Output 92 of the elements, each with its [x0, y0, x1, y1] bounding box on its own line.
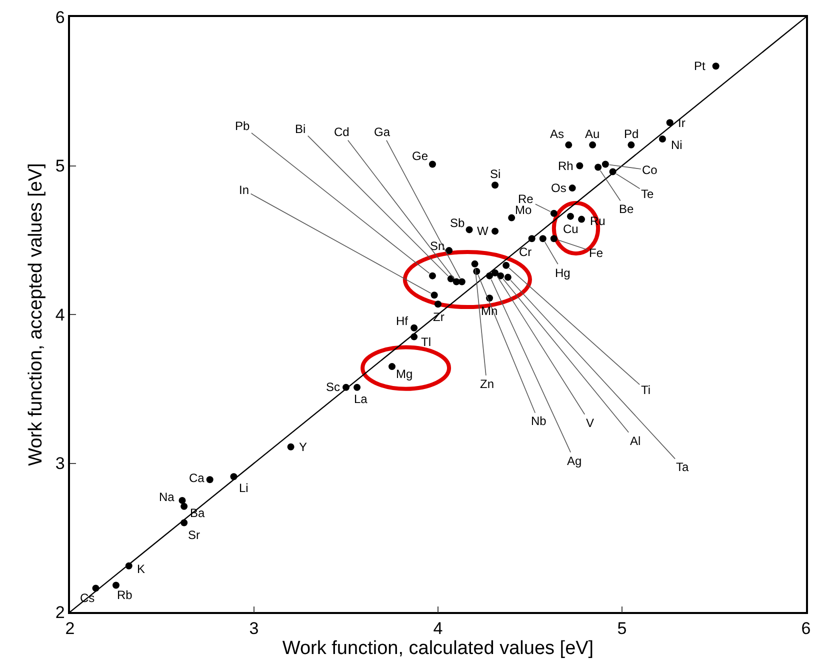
annotation: Ca — [189, 471, 205, 485]
point — [178, 496, 186, 504]
annotation: Si — [490, 167, 501, 181]
point — [492, 182, 499, 189]
x-axis-title: Work function, calculated values [eV] — [282, 638, 594, 660]
point — [666, 119, 674, 126]
annotation: Sc — [326, 380, 340, 394]
point — [602, 160, 609, 168]
annotation: Na — [159, 490, 175, 504]
point — [428, 160, 436, 168]
y-tick-label: 6 — [55, 8, 65, 27]
point — [410, 324, 418, 332]
point — [576, 162, 584, 170]
point — [180, 502, 188, 510]
annotation: Pb — [235, 119, 250, 133]
annotation: Ti — [641, 383, 651, 397]
annotation: Al — [630, 434, 641, 448]
annotation: Ag — [567, 454, 582, 468]
point — [428, 272, 436, 280]
annotation: Zn — [480, 377, 494, 391]
x-tick-label: 5 — [617, 619, 627, 638]
y-tick-label: 5 — [55, 156, 65, 176]
point — [502, 262, 510, 269]
point — [434, 300, 442, 308]
annotation: Ga — [374, 125, 390, 139]
point — [539, 235, 546, 242]
point — [446, 247, 453, 254]
annotation: Tl — [421, 335, 431, 349]
point — [566, 212, 574, 220]
point — [458, 278, 466, 286]
point — [565, 141, 572, 148]
annotation: Os — [551, 181, 566, 195]
annotation: Ge — [412, 149, 428, 163]
x-tick-label: 6 — [801, 619, 811, 638]
annotation: Cd — [334, 125, 350, 139]
point — [568, 184, 576, 192]
annotation: Sr — [188, 528, 200, 542]
annotation: Nb — [531, 414, 547, 428]
x-tick-label: 3 — [249, 619, 259, 638]
annotation: Be — [619, 202, 634, 216]
annotation: Re — [518, 192, 534, 206]
y-axis-title: Work function, accepted values [eV] — [26, 163, 47, 466]
annotation: Cu — [563, 222, 578, 236]
annotation: Bi — [295, 122, 306, 136]
annotation: Co — [642, 163, 658, 177]
point — [508, 214, 516, 222]
point — [206, 476, 214, 484]
annotation: Li — [239, 481, 248, 495]
y-tick-label: 3 — [55, 454, 65, 474]
point — [430, 292, 438, 299]
annotation: Hg — [555, 266, 570, 280]
point — [492, 228, 499, 235]
annotation: Sb — [450, 216, 466, 230]
point — [594, 164, 602, 171]
annotation: Rb — [117, 588, 133, 602]
annotation: Mg — [396, 367, 413, 381]
y-tick-label: 2 — [55, 602, 65, 622]
y-tick-label: 4 — [55, 305, 65, 324]
point — [388, 363, 396, 370]
point — [550, 235, 558, 242]
point — [578, 216, 586, 223]
annotation: Cr — [519, 245, 532, 259]
annotation: As — [550, 127, 564, 141]
point — [287, 443, 294, 450]
annotation: Y — [299, 440, 308, 454]
point — [466, 226, 473, 234]
annotation: Te — [641, 187, 654, 201]
annotation: Ni — [671, 138, 682, 152]
point — [550, 210, 558, 217]
annotation: In — [239, 183, 250, 197]
annotation: Pt — [694, 59, 706, 73]
annotation: Pd — [624, 127, 639, 141]
annotation: La — [354, 392, 368, 406]
point — [589, 141, 596, 148]
annotation: Rh — [558, 159, 574, 173]
annotation: K — [137, 562, 146, 576]
annotation: Fe — [589, 246, 604, 260]
point — [712, 62, 720, 70]
annotation: W — [477, 224, 489, 238]
annotation: Ta — [676, 460, 689, 474]
point — [354, 384, 361, 391]
point — [112, 582, 120, 589]
annotation: Mo — [515, 203, 532, 217]
point — [471, 260, 478, 268]
annotation: Au — [585, 127, 600, 141]
point — [497, 272, 504, 280]
annotation: Hf — [396, 314, 409, 328]
point — [658, 135, 666, 142]
x-tick-label: 4 — [433, 619, 443, 638]
point — [628, 141, 635, 148]
annotation: V — [586, 416, 594, 430]
point — [504, 274, 512, 281]
